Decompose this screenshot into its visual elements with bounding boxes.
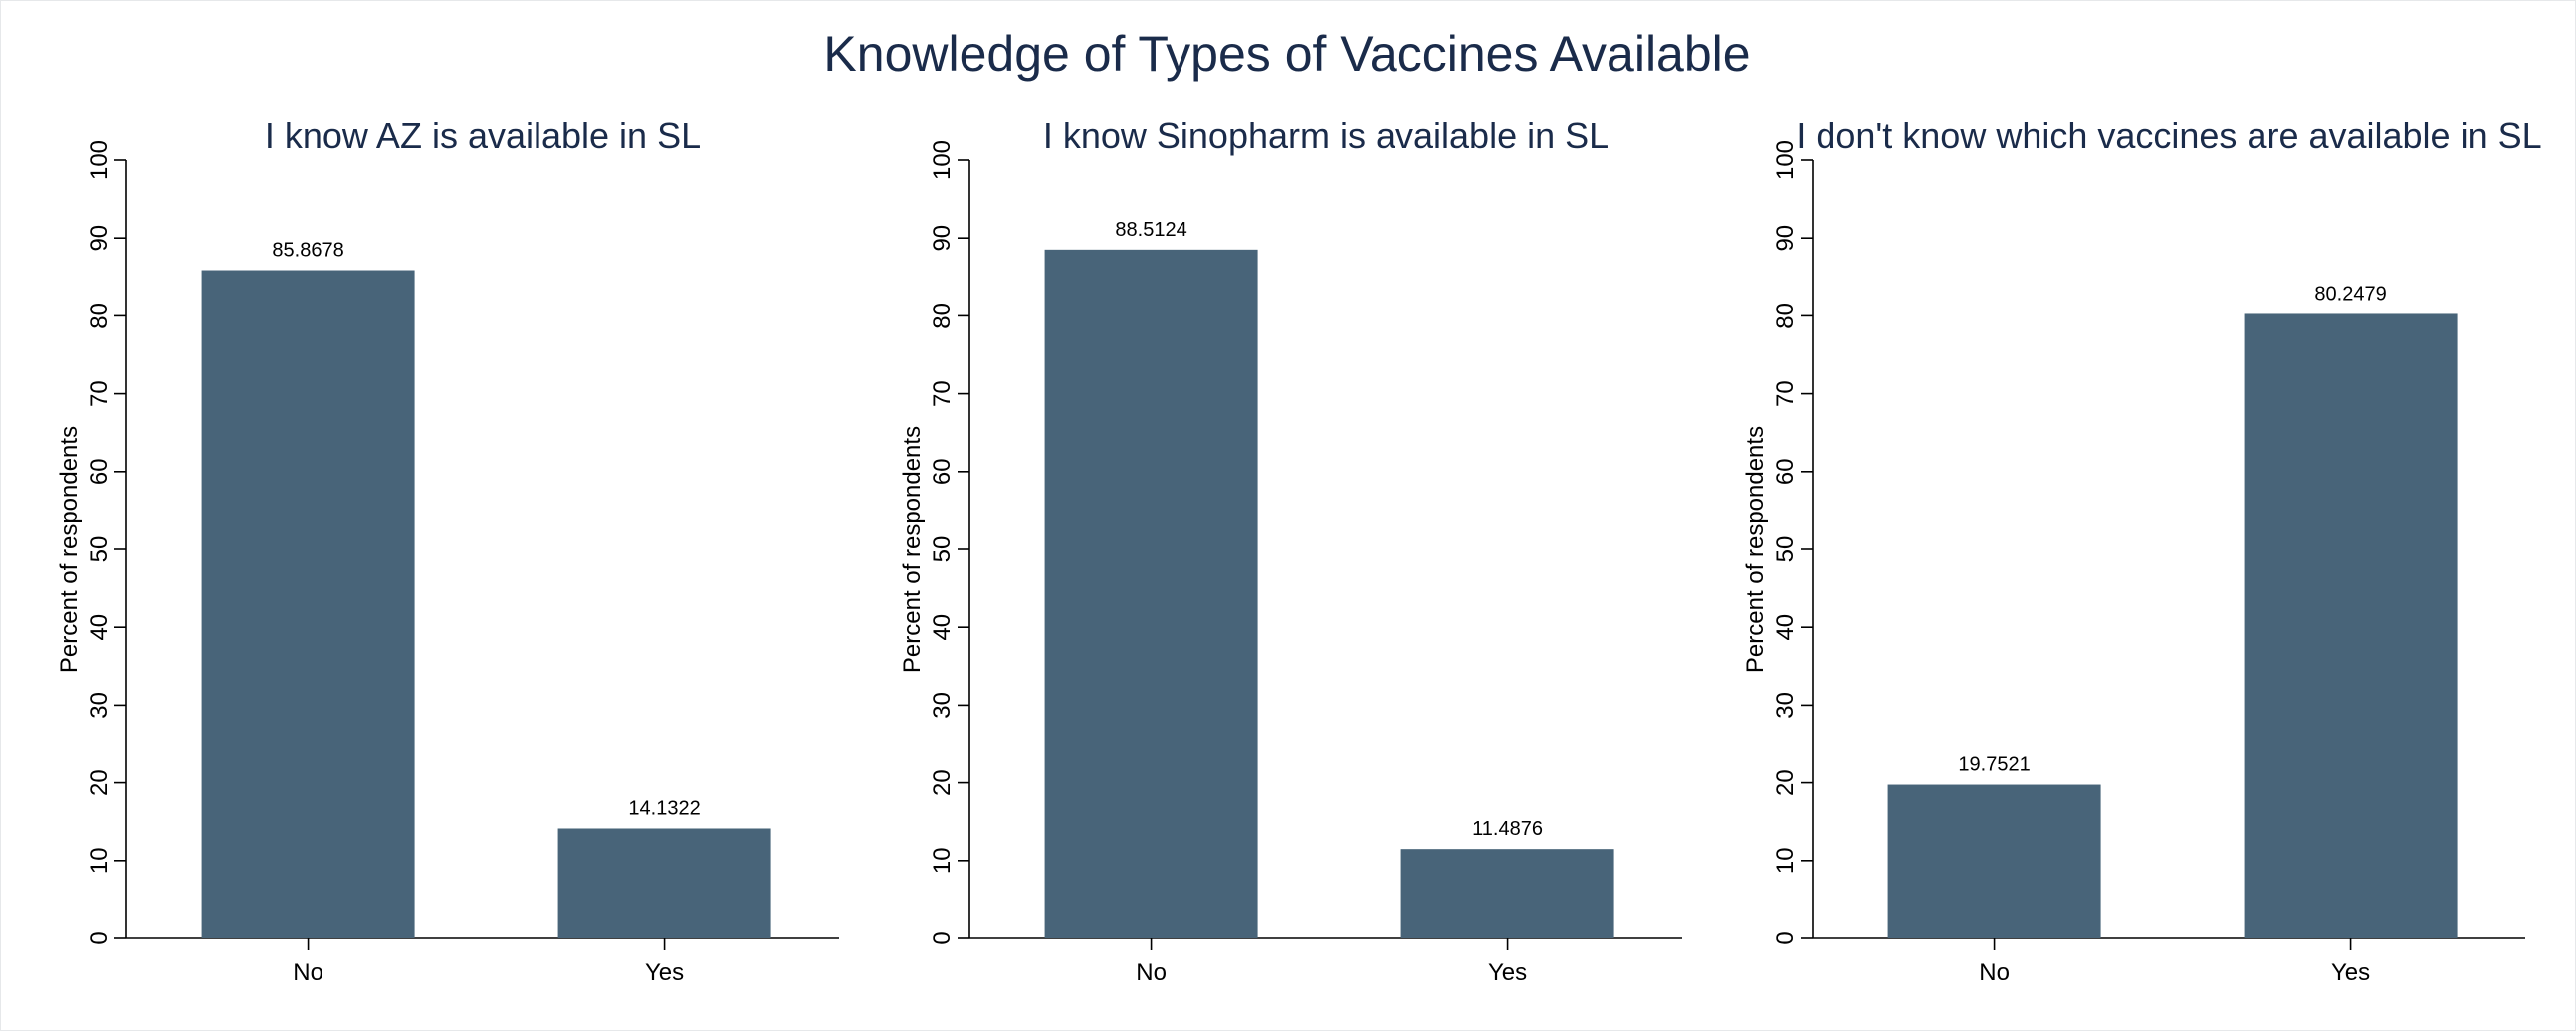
x-category-label: No	[293, 959, 323, 986]
bar-yes	[2244, 313, 2458, 938]
panel-title: I don't know which vaccines are availabl…	[1796, 115, 2541, 156]
y-tick-label: 10	[1772, 847, 1799, 874]
y-tick-label: 20	[1772, 769, 1799, 796]
bar-yes	[1400, 849, 1614, 938]
y-tick-label: 10	[929, 847, 956, 874]
y-tick-label: 90	[86, 225, 112, 252]
y-axis-label: Percent of respondents	[899, 426, 926, 673]
x-category-label: No	[1136, 959, 1167, 986]
y-tick-label: 70	[86, 380, 112, 407]
y-tick-label: 90	[1772, 225, 1799, 252]
y-tick-label: 20	[929, 769, 956, 796]
y-tick-label: 30	[86, 692, 112, 719]
bar-value-label: 11.4876	[1472, 818, 1543, 840]
y-tick-label: 10	[86, 847, 112, 874]
y-tick-label: 80	[86, 303, 112, 329]
x-category-label: Yes	[2331, 959, 2370, 986]
y-axis-label: Percent of respondents	[1742, 426, 1769, 673]
bar-value-label: 80.2479	[2314, 283, 2386, 305]
y-tick-label: 80	[929, 303, 956, 329]
y-tick-label: 60	[1772, 458, 1799, 485]
y-tick-label: 40	[1772, 614, 1799, 641]
y-tick-label: 40	[929, 614, 956, 641]
bar-no	[1887, 784, 2101, 938]
bar-no	[201, 270, 415, 938]
y-tick-label: 60	[929, 458, 956, 485]
y-tick-label: 60	[86, 458, 112, 485]
figure-title: Knowledge of Types of Vaccines Available	[823, 26, 1750, 82]
x-category-label: No	[1979, 959, 2010, 986]
bar-value-label: 85.8678	[272, 240, 343, 262]
y-tick-label: 90	[929, 225, 956, 252]
y-tick-label: 100	[929, 140, 956, 180]
chart-panel-1: I know AZ is available in SL Percent of r…	[56, 115, 839, 986]
y-axis-label: Percent of respondents	[56, 426, 83, 673]
y-tick-label: 100	[1772, 140, 1799, 180]
chart-panel-3: I don't know which vaccines are availabl…	[1742, 115, 2542, 986]
bar-value-label: 88.5124	[1115, 219, 1186, 241]
y-tick-label: 0	[929, 931, 956, 944]
bar-value-label: 14.1322	[628, 797, 700, 819]
y-tick-label: 0	[1772, 931, 1799, 944]
y-tick-label: 50	[86, 536, 112, 563]
y-tick-label: 0	[86, 931, 112, 944]
bar-value-label: 19.7521	[1958, 754, 2030, 776]
chart-panel-2: I know Sinopharm is available in SL Perce…	[899, 115, 1682, 986]
panel-title: I know AZ is available in SL	[265, 115, 701, 156]
y-tick-label: 50	[929, 536, 956, 563]
x-category-label: Yes	[645, 959, 684, 986]
y-tick-label: 30	[929, 692, 956, 719]
y-tick-label: 40	[86, 614, 112, 641]
bar-yes	[557, 828, 771, 938]
y-tick-label: 70	[1772, 380, 1799, 407]
y-tick-label: 100	[86, 140, 112, 180]
y-tick-label: 80	[1772, 303, 1799, 329]
bar-no	[1044, 249, 1258, 939]
y-tick-label: 30	[1772, 692, 1799, 719]
y-tick-label: 50	[1772, 536, 1799, 563]
y-tick-label: 20	[86, 769, 112, 796]
y-tick-label: 70	[929, 380, 956, 407]
chart-panels: I know AZ is available in SL Percent of r…	[56, 115, 2542, 986]
x-category-label: Yes	[1488, 959, 1527, 986]
panel-title: I know Sinopharm is available in SL	[1043, 115, 1609, 156]
